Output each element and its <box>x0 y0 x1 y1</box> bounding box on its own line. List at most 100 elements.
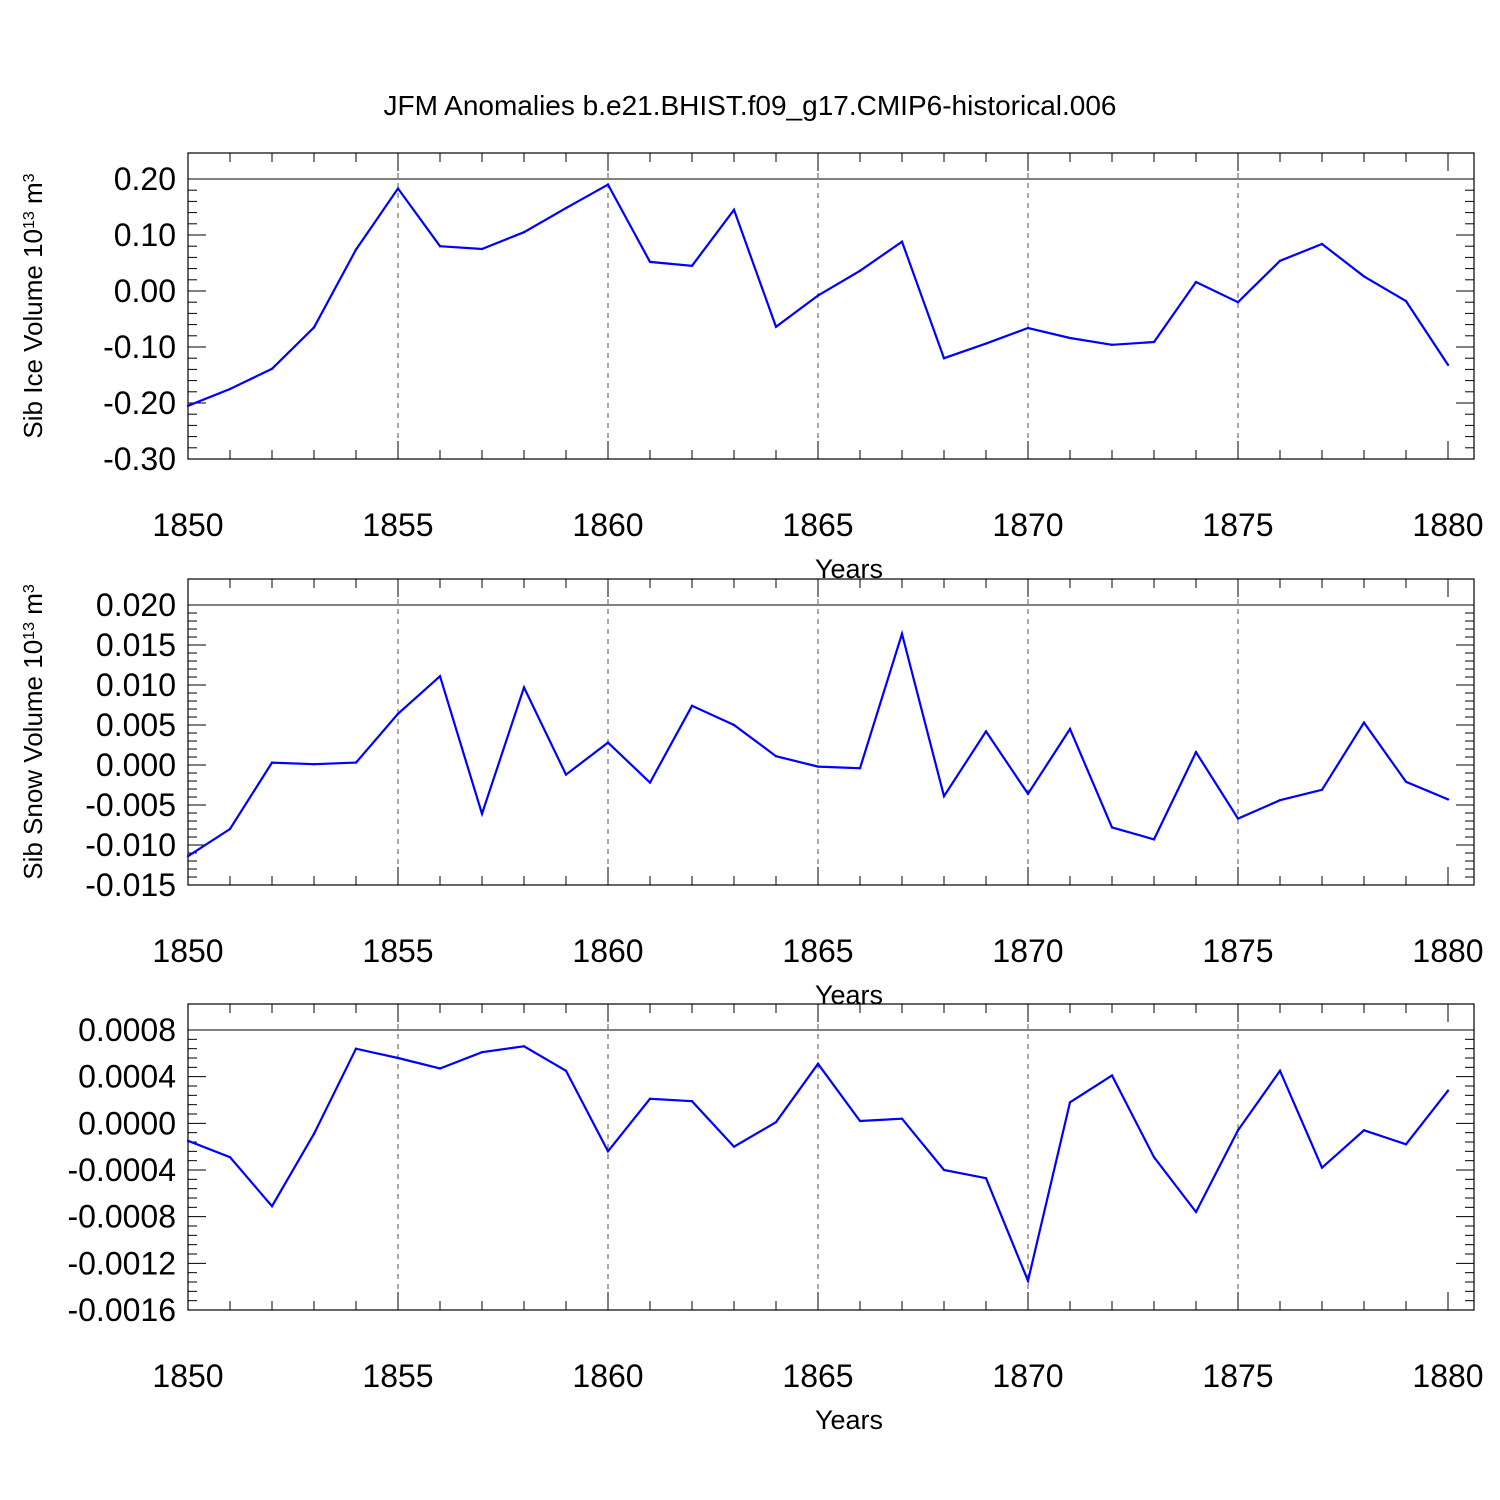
data-point <box>606 183 610 186</box>
data-point <box>1152 838 1156 841</box>
data-point <box>732 208 736 211</box>
panel-2: 1850 1855 1860 1865 1870 1875 1880 Years -0.015 -… <box>18 578 1484 1010</box>
y-tick-label: -0.0008 <box>67 1199 176 1235</box>
plot-frame <box>187 152 1475 460</box>
x-tick-label: 1850 <box>152 933 223 969</box>
data-point <box>522 231 526 234</box>
x-tick-label: 1880 <box>1412 507 1483 543</box>
data-point <box>1446 1089 1450 1092</box>
data-point <box>270 1204 274 1208</box>
panel-1: 1850 1855 1860 1865 1870 1875 1880Years-0.30-0… <box>18 152 1484 584</box>
figure-title: JFM Anomalies b.e21.BHIST.f09_g17.CMIP6-… <box>383 90 1116 121</box>
data-point <box>564 773 568 776</box>
x-tick-label: 1855 <box>362 933 433 969</box>
data-point <box>1026 326 1030 330</box>
data-point <box>1278 799 1282 802</box>
x-tick-label: 1850 <box>152 507 223 543</box>
x-tick-label: 1860 <box>572 933 643 969</box>
data-point <box>438 675 442 678</box>
data-point <box>900 240 904 243</box>
data-point <box>438 245 442 248</box>
data-point <box>480 812 484 815</box>
data-point <box>228 1155 232 1159</box>
data-point <box>690 704 694 707</box>
y-tick-label: -0.10 <box>103 329 176 365</box>
data-point <box>1320 788 1324 791</box>
x-tick-label: 1880 <box>1412 933 1483 969</box>
y-axis-label: Sib Snow Volume 1013 m3 <box>18 584 48 880</box>
data-point <box>1362 721 1366 724</box>
y-tick-label: 0.0004 <box>78 1059 176 1095</box>
data-point <box>606 741 610 744</box>
y-tick-label: -0.30 <box>103 441 176 477</box>
data-point <box>1320 1166 1324 1169</box>
data-point <box>564 1069 568 1073</box>
x-tick-label: 1860 <box>572 507 643 543</box>
data-point <box>186 1139 190 1143</box>
plot-frame <box>187 1003 1475 1311</box>
x-tick-label: 1850 <box>152 1358 223 1394</box>
data-point <box>984 730 988 733</box>
data-point <box>774 325 778 329</box>
data-point <box>312 1132 316 1136</box>
data-point <box>270 761 274 764</box>
y-tick-label: 0.00 <box>114 273 176 309</box>
x-tick-label: 1855 <box>362 1358 433 1394</box>
data-point <box>1236 301 1240 304</box>
y-tick-label: 0.0008 <box>78 1012 176 1048</box>
data-point <box>354 1047 358 1050</box>
y-tick-label: -0.015 <box>85 867 176 903</box>
y-tick-label: 0.020 <box>96 587 176 623</box>
x-tick-label: 1870 <box>992 933 1063 969</box>
data-point <box>942 795 946 798</box>
x-tick-label: 1880 <box>1412 1358 1483 1394</box>
data-point <box>564 206 568 210</box>
data-point <box>186 855 190 858</box>
data-point <box>1404 780 1408 783</box>
data-point <box>648 1097 652 1101</box>
y-tick-label: 0.20 <box>114 161 176 197</box>
data-point <box>228 827 232 831</box>
data-point <box>816 294 820 297</box>
x-tick-label: 1865 <box>782 507 853 543</box>
data-point <box>606 1150 610 1153</box>
y-tick-label: 0.005 <box>96 707 176 743</box>
data-point <box>648 260 652 264</box>
x-tick-label: 1865 <box>782 933 853 969</box>
data-point <box>858 1119 862 1123</box>
data-point <box>1194 751 1198 754</box>
y-tick-label: -0.005 <box>85 787 176 823</box>
data-point <box>522 1045 526 1048</box>
y-tick-label: 0.015 <box>96 627 176 663</box>
data-point <box>396 187 400 190</box>
data-point <box>1446 798 1450 801</box>
plot-frame <box>187 578 1475 886</box>
y-tick-label: 0.0000 <box>78 1105 176 1141</box>
data-point <box>1110 1074 1114 1077</box>
data-point <box>984 342 988 345</box>
data-point <box>354 761 358 764</box>
data-point <box>984 1176 988 1180</box>
data-point <box>1362 275 1366 278</box>
y-tick-label: 0.000 <box>96 747 176 783</box>
data-point <box>1446 363 1450 367</box>
data-point <box>1320 242 1324 246</box>
data-point <box>1278 259 1282 262</box>
x-tick-label: 1860 <box>572 1358 643 1394</box>
x-tick-label: 1855 <box>362 507 433 543</box>
y-tick-label: 0.010 <box>96 667 176 703</box>
data-point <box>900 632 904 635</box>
data-point <box>774 755 778 758</box>
data-point <box>480 247 484 251</box>
data-point <box>1068 336 1072 340</box>
y-tick-label: 0.10 <box>114 217 176 253</box>
data-point <box>522 686 526 689</box>
data-point <box>690 1099 694 1103</box>
data-point <box>438 1067 442 1070</box>
data-point <box>816 1062 820 1066</box>
data-point <box>1152 340 1156 344</box>
data-point <box>690 264 694 267</box>
x-axis-label: Years <box>815 980 883 1010</box>
data-point <box>942 1168 946 1172</box>
